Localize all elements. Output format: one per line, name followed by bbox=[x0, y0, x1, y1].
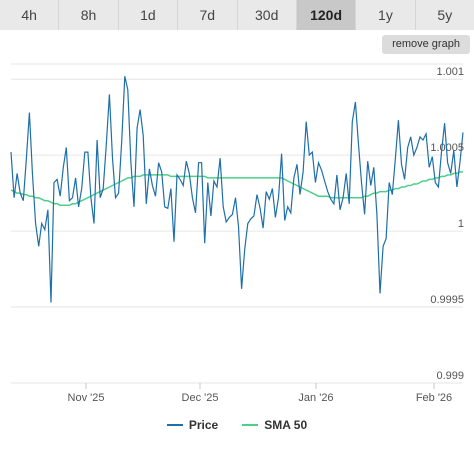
x-tick-label: Dec '25 bbox=[182, 392, 219, 404]
x-tick-label: Nov '25 bbox=[68, 392, 105, 404]
y-tick-label: 1 bbox=[458, 218, 464, 230]
y-tick-label: 1.001 bbox=[436, 66, 464, 78]
legend-item-price[interactable]: Price bbox=[166, 418, 219, 432]
tab-7d[interactable]: 7d bbox=[178, 0, 238, 30]
tab-1d[interactable]: 1d bbox=[118, 0, 179, 30]
tab-5y[interactable]: 5y bbox=[415, 0, 474, 30]
tab-30d[interactable]: 30d bbox=[237, 0, 297, 30]
price-series-line bbox=[10, 76, 464, 303]
sma-50-series-line bbox=[10, 171, 463, 207]
chart-legend: Price SMA 50 bbox=[0, 418, 474, 432]
y-tick-label: 0.9995 bbox=[430, 294, 464, 306]
chart-grid bbox=[11, 63, 463, 384]
price-legend-swatch bbox=[166, 424, 183, 426]
y-tick-label: 1.0005 bbox=[430, 142, 464, 154]
x-axis: Nov '25 Dec '25 Jan '26 Feb '26 bbox=[68, 383, 452, 404]
tab-8h[interactable]: 8h bbox=[59, 0, 119, 30]
x-tick-label: Feb '26 bbox=[416, 392, 452, 404]
x-tick-label: Jan '26 bbox=[298, 392, 333, 404]
legend-label-sma-50: SMA 50 bbox=[264, 418, 308, 432]
legend-label-price: Price bbox=[188, 418, 219, 432]
tab-1y[interactable]: 1y bbox=[356, 0, 416, 30]
timeframe-tabs: 4h 8h 1d 7d 30d 120d 1y 5y bbox=[0, 0, 474, 30]
legend-item-sma-50[interactable]: SMA 50 bbox=[242, 418, 307, 432]
y-tick-label: 0.999 bbox=[436, 370, 464, 382]
y-axis-labels: 1.001 1.0005 1 0.9995 0.999 bbox=[430, 66, 464, 382]
sma-legend-swatch bbox=[242, 424, 259, 426]
tab-4h[interactable]: 4h bbox=[0, 0, 60, 30]
tab-120d[interactable]: 120d bbox=[296, 0, 357, 30]
remove-graph-button[interactable]: remove graph bbox=[382, 35, 470, 54]
